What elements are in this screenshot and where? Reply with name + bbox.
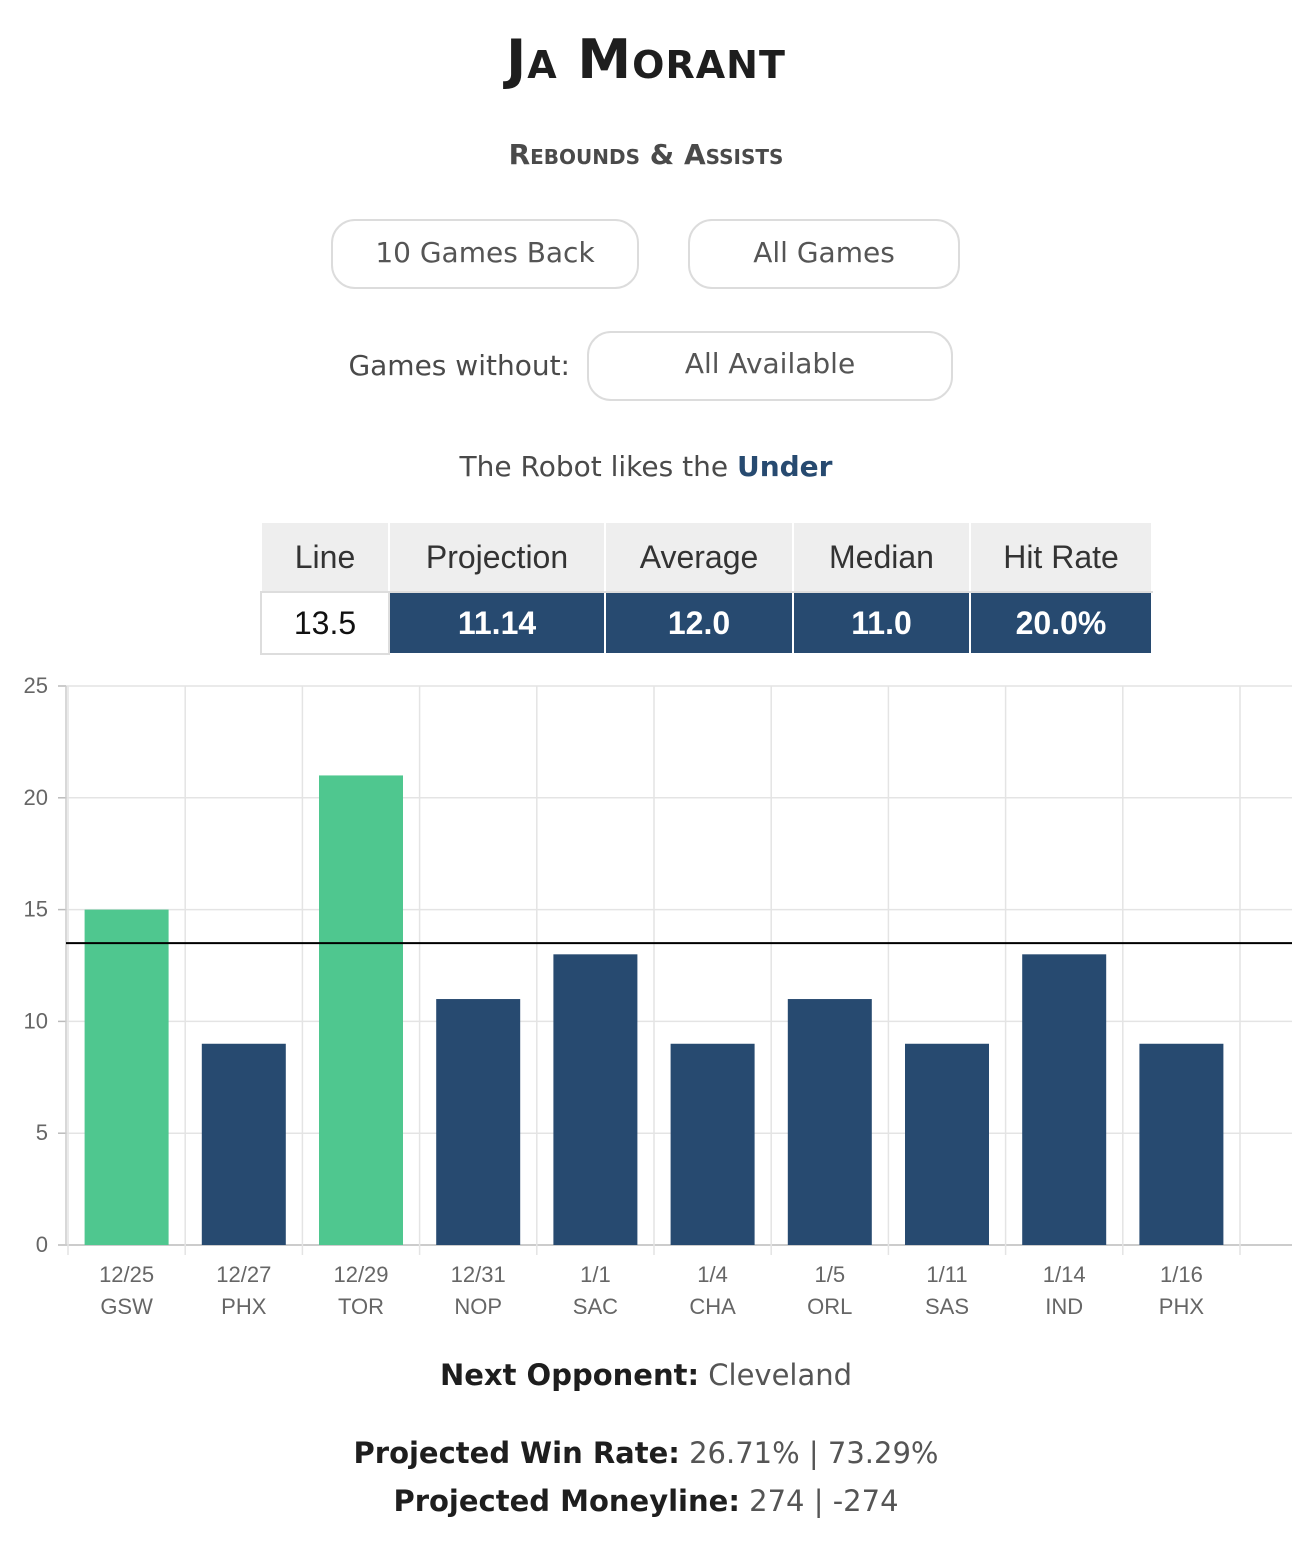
stats-header-row: Line Projection Average Median Hit Rate [260, 521, 1153, 593]
x-tick-label-date: 1/14 [1043, 1262, 1086, 1287]
x-tick-label-team: NOP [454, 1294, 502, 1319]
x-tick-label-date: 12/29 [333, 1262, 388, 1287]
x-tick-label-team: TOR [338, 1294, 384, 1319]
bar [905, 1043, 989, 1245]
bar [436, 999, 521, 1245]
x-tick-label-date: 1/16 [1160, 1262, 1203, 1287]
games-without-select[interactable]: All Available [587, 331, 953, 401]
x-tick-label-team: PHX [221, 1294, 267, 1319]
header-hit-rate: Hit Rate [969, 521, 1153, 593]
recommendation-prefix: The Robot likes the [459, 450, 729, 483]
x-tick-label-date: 12/27 [216, 1262, 271, 1287]
bar [670, 1043, 755, 1245]
y-tick-label: 15 [24, 897, 48, 922]
moneyline-label: Projected Moneyline: [393, 1484, 740, 1518]
bar [84, 909, 169, 1245]
win-rate: Projected Win Rate: 26.71% | 73.29% [0, 1436, 1292, 1470]
next-opponent-label: Next Opponent: [439, 1358, 700, 1392]
value-average: 12.0 [604, 591, 794, 655]
win-rate-label: Projected Win Rate: [353, 1436, 680, 1470]
next-opponent-value: Cleveland [708, 1358, 853, 1392]
header-average: Average [604, 521, 794, 593]
stats-table: Line Projection Average Median Hit Rate … [260, 521, 1153, 655]
y-tick-label: 25 [24, 673, 48, 698]
value-projection: 11.14 [388, 591, 606, 655]
header-line: Line [260, 521, 390, 593]
stat-type: Rebounds & Assists [508, 138, 784, 171]
bar [319, 775, 403, 1245]
value-median: 11.0 [792, 591, 971, 655]
x-tick-label-date: 1/4 [697, 1262, 728, 1287]
bar [553, 954, 638, 1245]
games-back-button[interactable]: 10 Games Back [331, 219, 639, 289]
moneyline: Projected Moneyline: 274 | -274 [0, 1484, 1292, 1518]
x-tick-label-team: IND [1045, 1294, 1083, 1319]
value-line: 13.5 [260, 591, 390, 655]
bar [201, 1043, 286, 1245]
x-tick-label-date: 1/1 [580, 1262, 611, 1287]
x-tick-label-date: 1/5 [815, 1262, 846, 1287]
x-tick-label-team: SAC [573, 1294, 618, 1319]
moneyline-value: 274 | -274 [749, 1484, 899, 1518]
recommendation: The Robot likes the Under [0, 450, 1292, 483]
bar [1022, 954, 1107, 1245]
stats-value-row: 13.5 11.14 12.0 11.0 20.0% [260, 591, 1153, 655]
y-tick-label: 10 [24, 1008, 48, 1033]
value-hit-rate: 20.0% [969, 591, 1153, 655]
x-tick-label-team: PHX [1159, 1294, 1205, 1319]
recommendation-pick: Under [736, 450, 833, 483]
games-without-label: Games without: [348, 349, 570, 382]
all-games-button[interactable]: All Games [688, 219, 960, 289]
player-name: Ja Morant [506, 28, 786, 91]
x-tick-label-team: CHA [689, 1294, 736, 1319]
x-tick-label-team: SAS [925, 1294, 969, 1319]
win-rate-value: 26.71% | 73.29% [689, 1436, 939, 1470]
y-tick-label: 20 [24, 785, 48, 810]
bar-chart: 0 5 10 15 20 25 12/25 GSW 12/27 PHX 12/29 TOR 12/31 N… [24, 673, 1292, 1319]
x-tick-label-date: 12/31 [451, 1262, 506, 1287]
y-tick-label: 0 [36, 1232, 48, 1257]
next-opponent: Next Opponent: Cleveland [0, 1358, 1292, 1392]
x-tick-label-team: GSW [100, 1294, 153, 1319]
bar [1139, 1043, 1224, 1245]
x-tick-label-date: 12/25 [99, 1262, 154, 1287]
header-projection: Projection [388, 521, 606, 593]
bar [787, 999, 872, 1245]
x-tick-label-team: ORL [807, 1294, 852, 1319]
header-median: Median [792, 521, 971, 593]
y-tick-label: 5 [36, 1120, 48, 1145]
x-tick-label-date: 1/11 [926, 1262, 967, 1287]
